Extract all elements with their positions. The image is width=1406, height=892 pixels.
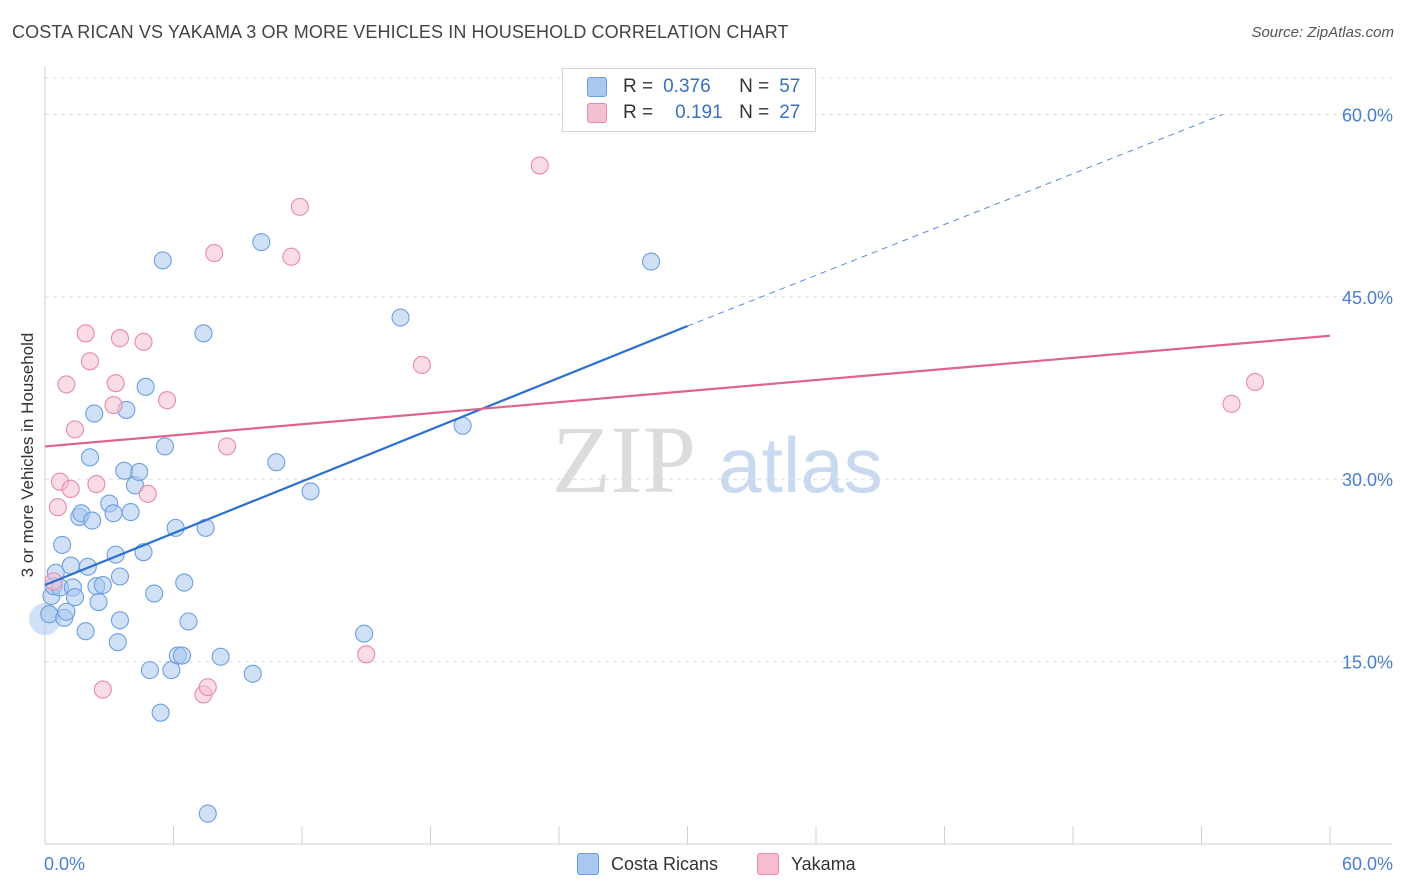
legend-row-yakama: R = 0.191 N = 27 (587, 101, 800, 125)
yakama-point (76, 324, 95, 343)
costa-ricans-point (252, 233, 271, 252)
watermark-atlas: atlas (718, 421, 883, 509)
costa-ricans-point (175, 573, 194, 592)
yakama-point (290, 197, 309, 216)
bottom-legend-label: Yakama (791, 853, 856, 874)
yakama-point (57, 375, 76, 394)
costa-ricans-point (104, 504, 123, 523)
bottom-legend-label: Costa Ricans (611, 853, 719, 874)
costa-ricans-point (80, 448, 100, 467)
costa-ricans-point (136, 377, 155, 396)
yakama-point (158, 391, 177, 410)
costa-ricans-point (642, 252, 661, 271)
legend-swatch-blue (587, 77, 607, 97)
yakama-point (106, 374, 125, 393)
yakama-point (138, 484, 157, 503)
legend-r-value: 0.191 (675, 102, 723, 123)
yakama-point (87, 475, 106, 494)
costa-ricans-point (89, 592, 108, 612)
yakama-point (61, 479, 80, 499)
yakama-point (198, 678, 217, 697)
source-label: Source: ZipAtlas.com (1251, 24, 1394, 41)
costa-ricans-point (198, 804, 217, 823)
bottom-legend-swatch-pink (757, 853, 779, 875)
yakama-point (48, 498, 67, 517)
yakama-point (217, 437, 237, 456)
costa-ricans-point (179, 612, 198, 631)
bottom-legend-yakama: Yakama (757, 852, 856, 876)
costa-ricans-point (194, 324, 213, 343)
costa-ricans-trendline (44, 325, 688, 587)
legend-r-label: R = (623, 102, 654, 123)
costa-ricans-point (115, 461, 134, 480)
costa-ricans-point (108, 633, 127, 652)
yakama-point (282, 247, 301, 266)
y-tick-label: 60.0% (1342, 105, 1393, 125)
costa-ricans-point (65, 588, 85, 607)
costa-ricans-point (130, 462, 149, 481)
costa-ricans-trendline-extension (687, 114, 1224, 327)
yakama-point (530, 156, 549, 175)
points (29, 156, 1265, 823)
legend-n-value: 27 (779, 102, 801, 123)
costa-ricans-point (57, 602, 76, 621)
legend-n-value: 57 (779, 76, 801, 97)
yakama-point (104, 396, 123, 415)
costa-ricans-point (53, 535, 72, 554)
yakama-point (1222, 394, 1241, 413)
costa-ricans-point (40, 605, 59, 624)
costa-ricans-point (93, 575, 112, 595)
yakama-point (412, 355, 431, 374)
yakama-point (65, 420, 85, 439)
yakama-point (1245, 372, 1265, 392)
bottom-legend-costa-ricans: Costa Ricans (577, 852, 718, 876)
costa-ricans-point (121, 503, 140, 522)
costa-ricans-point (151, 703, 170, 722)
costa-ricans-point (140, 661, 159, 680)
costa-ricans-point (110, 567, 130, 586)
x-tick-label: 0.0% (44, 854, 85, 874)
costa-ricans-point (76, 622, 95, 641)
yakama-point (80, 352, 100, 371)
grid (45, 77, 1392, 663)
y-tick-label: 15.0% (1342, 653, 1393, 673)
costa-ricans-point (355, 624, 374, 643)
watermark: ZIP atlas (552, 406, 883, 513)
costa-ricans-point (110, 611, 130, 630)
costa-ricans-point (153, 251, 172, 270)
costa-ricans-point (211, 647, 230, 666)
yakama-point (357, 645, 376, 664)
x-tick-label: 60.0% (1342, 854, 1393, 874)
watermark-zip: ZIP (552, 406, 696, 513)
yakama-point (110, 329, 130, 348)
legend-r-label: R = (623, 76, 654, 97)
legend-swatch-pink (587, 103, 607, 123)
legend-n-label: N = (739, 102, 770, 123)
y-tick-label: 45.0% (1342, 288, 1393, 308)
costa-ricans-point (145, 584, 164, 603)
trendlines (44, 114, 1331, 587)
yakama-trendline (44, 334, 1331, 448)
yakama-point (134, 332, 153, 351)
y-tick-label: 30.0% (1342, 470, 1393, 490)
legend-n-label: N = (739, 76, 770, 97)
chart-title: COSTA RICAN VS YAKAMA 3 OR MORE VEHICLES… (12, 22, 789, 42)
yakama-point (93, 680, 112, 699)
costa-ricans-point (85, 404, 104, 423)
costa-ricans-point (301, 482, 320, 501)
costa-ricans-point (83, 511, 102, 530)
legend: R = 0.376 N = 57 R = 0.191 N = 27 (562, 68, 816, 132)
yakama-point (205, 244, 224, 263)
costa-ricans-point (155, 437, 174, 456)
tick-labels: 15.0% 30.0% 45.0% 60.0% 0.0% 60.0% (44, 105, 1393, 874)
bottom-legend-swatch-blue (577, 853, 599, 875)
costa-ricans-point (243, 664, 262, 683)
legend-r-value: 0.376 (663, 76, 711, 97)
costa-ricans-point (391, 308, 410, 327)
costa-ricans-point (173, 646, 192, 665)
costa-ricans-point (267, 453, 286, 472)
axes (44, 66, 1392, 845)
legend-row-costa-ricans: R = 0.376 N = 57 (587, 75, 800, 99)
